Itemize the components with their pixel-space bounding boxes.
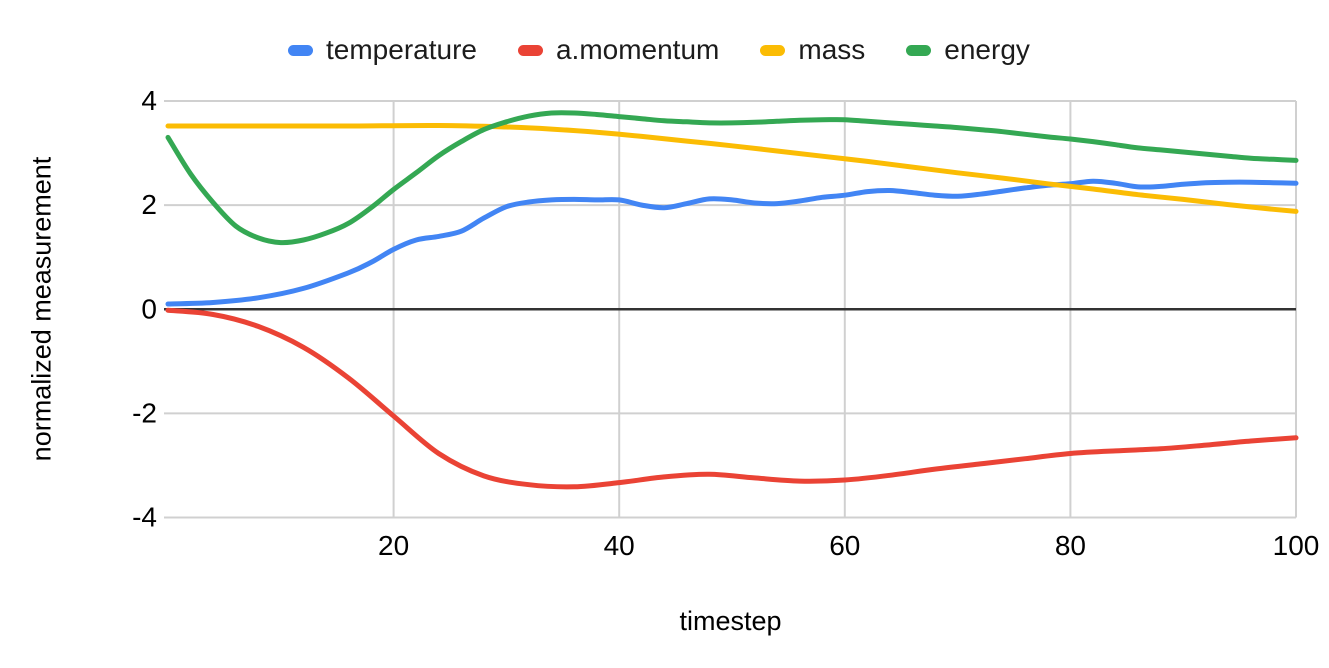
y-axis-title: normalized measurement <box>26 156 57 462</box>
y-tick-label: 4 <box>141 85 157 116</box>
y-tick-label: -4 <box>132 502 157 533</box>
legend-item-temperature[interactable]: temperature <box>288 36 477 64</box>
x-tick-label: 100 <box>1273 530 1320 561</box>
series-line-energy <box>165 110 1299 246</box>
legend-item-mass[interactable]: mass <box>760 36 865 64</box>
legend-label-temperature: temperature <box>326 34 477 65</box>
chart-legend: temperature a.momentum mass energy <box>288 36 1030 64</box>
energy-swatch-icon <box>906 44 932 56</box>
x-tick-label: 60 <box>829 530 860 561</box>
temperature-swatch-icon <box>288 44 313 56</box>
legend-item-a-momentum[interactable]: a.momentum <box>517 34 720 65</box>
legend-label-mass: mass <box>798 34 866 65</box>
x-tick-label: 20 <box>378 530 409 561</box>
y-tick-label: -2 <box>132 397 157 428</box>
x-axis-title: timestep <box>679 606 782 636</box>
series-line-a-momentum <box>165 307 1299 490</box>
x-tick-label: 40 <box>604 530 635 561</box>
legend-label-energy: energy <box>944 34 1030 65</box>
y-tick-label: 2 <box>141 189 157 220</box>
y-tick-label: 0 <box>141 293 157 324</box>
legend-item-energy[interactable]: energy <box>906 36 1030 64</box>
a-momentum-swatch-icon <box>517 44 543 56</box>
mass-swatch-icon <box>760 44 786 56</box>
legend-label-a-momentum: a.momentum <box>555 34 720 65</box>
series-line-mass <box>165 122 1299 214</box>
x-tick-label: 80 <box>1055 530 1086 561</box>
series-line-temperature <box>165 178 1299 307</box>
